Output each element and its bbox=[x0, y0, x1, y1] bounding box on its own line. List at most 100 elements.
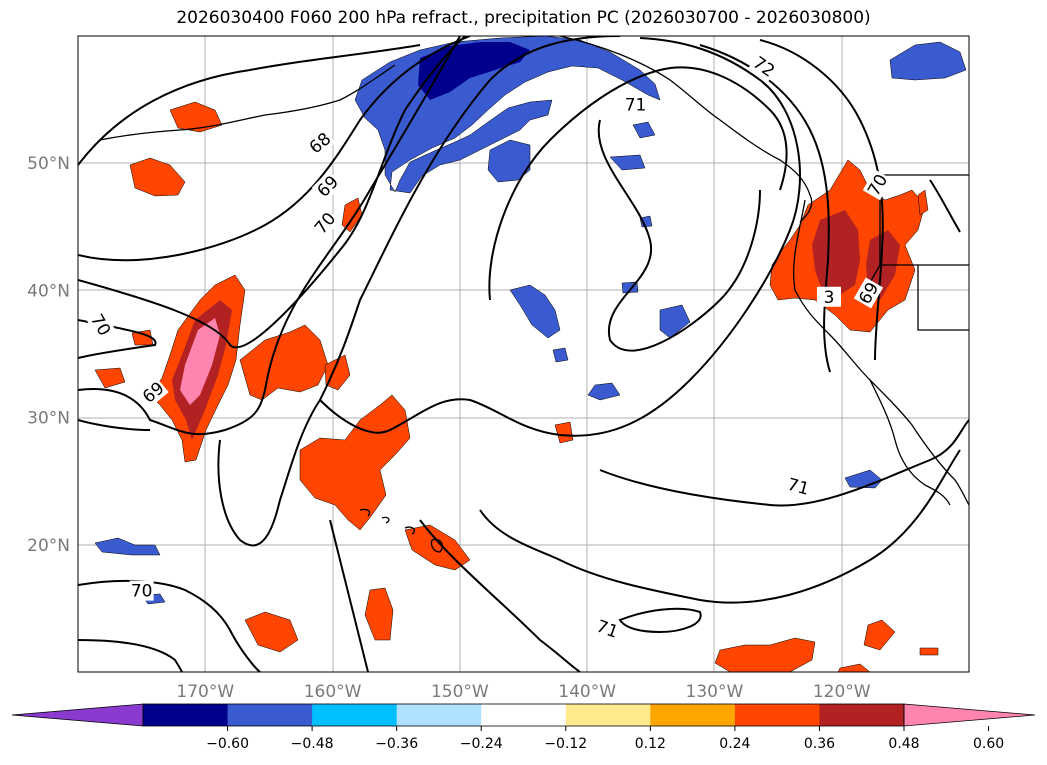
colorbar-tick-label: 0.48 bbox=[888, 736, 919, 752]
contour-label-bg bbox=[129, 580, 154, 601]
contour-label-bg bbox=[304, 127, 336, 159]
alaska-coast bbox=[559, 36, 813, 223]
colorbar-tick-label: 0.60 bbox=[973, 736, 1004, 752]
colorbar-tick-label: 0.12 bbox=[635, 736, 666, 752]
precip-region-east-south-2 bbox=[837, 663, 871, 672]
colorbar-tick-label: −0.12 bbox=[544, 736, 587, 752]
precip-region-mid-blue-6 bbox=[639, 215, 653, 228]
contour-label: 71 bbox=[625, 96, 647, 116]
lon-tick-label: 150°W bbox=[431, 682, 489, 702]
aleutian-islands bbox=[99, 64, 396, 141]
colorbar-tick-label: 0.24 bbox=[719, 736, 750, 752]
contour-line bbox=[329, 519, 369, 672]
precip-region-mid-blue-2 bbox=[659, 304, 691, 339]
precip-region-aleutian bbox=[129, 157, 186, 197]
contour-line bbox=[419, 519, 581, 672]
map-title: 2026030400 F060 200 hPa refract., precip… bbox=[176, 8, 871, 28]
contour-line bbox=[78, 579, 261, 672]
contour-label-bg bbox=[853, 277, 884, 309]
lon-tick-label: 170°W bbox=[176, 682, 234, 702]
colorbar-segment bbox=[819, 704, 905, 726]
colorbar-segment bbox=[734, 704, 820, 726]
precip-region-small-2 bbox=[554, 421, 574, 444]
contour-line bbox=[78, 36, 461, 436]
precip-region-hawaii-blue bbox=[94, 537, 161, 556]
colorbar-tick-labels: −0.60 −0.48 −0.36 −0.24 −0.12 0.12 0.24 0.36 0.4… bbox=[206, 726, 1004, 752]
contour-line bbox=[479, 449, 961, 604]
precip-region-mid-pacific bbox=[239, 324, 329, 401]
latitude-tick-labels: 50°N 40°N 30°N 20°N bbox=[27, 154, 70, 556]
contour-label-bg bbox=[748, 51, 780, 82]
precip-region-small-blue-2 bbox=[632, 121, 656, 139]
lat-tick-label: 50°N bbox=[27, 154, 70, 174]
lon-tick-label: 160°W bbox=[304, 682, 362, 702]
lon-tick-label: 120°W bbox=[813, 682, 871, 702]
precip-region-ne-corner bbox=[889, 41, 967, 81]
contour-label-bg bbox=[86, 309, 116, 341]
contour-line bbox=[319, 37, 801, 437]
contour-line bbox=[78, 44, 421, 166]
precip-region-small-1 bbox=[341, 197, 363, 233]
colorbar-segment bbox=[481, 704, 567, 726]
precip-region-mid-blue-4 bbox=[552, 347, 569, 363]
colorbar bbox=[11, 703, 1036, 727]
colorbar-tick-label: −0.48 bbox=[291, 736, 334, 752]
precip-region-small-4 bbox=[364, 587, 394, 641]
lat-tick-label: 30°N bbox=[27, 409, 70, 429]
contour-line bbox=[78, 36, 471, 262]
north-america-west-coast bbox=[792, 199, 969, 506]
colorbar-extend-high bbox=[903, 703, 1036, 727]
contour-line bbox=[599, 419, 969, 507]
colorbar-segment bbox=[396, 704, 482, 726]
colorbar-segment bbox=[650, 704, 736, 726]
colorbar-tick-label: −0.24 bbox=[460, 736, 503, 752]
colorbar-outline bbox=[142, 703, 905, 727]
baja-california bbox=[869, 379, 951, 506]
longitude-tick-labels: 170°W 160°W 150°W 140°W 130°W 120°W bbox=[176, 682, 870, 702]
precip-region-west-coast-ne bbox=[917, 189, 929, 216]
precip-region-small-3 bbox=[244, 611, 299, 653]
precip-region-east-south-3 bbox=[863, 619, 896, 651]
precip-region-mid-blue bbox=[509, 284, 561, 339]
precip-region-west-coast-core bbox=[812, 210, 860, 295]
contour-label-bg bbox=[137, 376, 169, 408]
contour-label-bg bbox=[862, 169, 893, 201]
colorbar-tick-label: −0.60 bbox=[206, 736, 249, 752]
map-frame bbox=[77, 35, 970, 673]
contour-label-bg bbox=[623, 94, 648, 115]
colorbar-segment bbox=[565, 704, 651, 726]
contour-line bbox=[78, 639, 183, 672]
hawaii-islands bbox=[359, 508, 444, 553]
contour-label-bg bbox=[311, 170, 344, 202]
precip-region-mid-blue-3 bbox=[587, 382, 621, 401]
contour-label-bg bbox=[816, 286, 841, 307]
contour-line bbox=[78, 36, 466, 349]
colorbar-segment bbox=[227, 704, 313, 726]
lon-tick-label: 130°W bbox=[686, 682, 744, 702]
precip-region-east-south bbox=[714, 637, 816, 672]
contour-line bbox=[217, 36, 621, 547]
precip-region-small-5 bbox=[94, 367, 126, 389]
contour-line bbox=[78, 419, 151, 431]
precip-region-mid-pacific-2 bbox=[324, 354, 351, 391]
colorbar-extend-low bbox=[11, 703, 144, 727]
colorbar-segment bbox=[312, 704, 398, 726]
lon-tick-label: 140°W bbox=[558, 682, 616, 702]
contour-label-bg bbox=[592, 615, 623, 643]
refractivity-contours bbox=[78, 36, 969, 672]
contour-label: 3 bbox=[824, 288, 835, 308]
precip-region-small-blue-1 bbox=[609, 154, 646, 171]
contour-line bbox=[488, 66, 788, 301]
colorbar-tick-label: 0.36 bbox=[804, 736, 835, 752]
contour-line bbox=[78, 319, 157, 359]
precip-region-tiny bbox=[919, 647, 939, 656]
precip-region-west-pacific-peak bbox=[180, 318, 220, 405]
contour-line bbox=[597, 119, 761, 352]
colorbar-segment bbox=[143, 704, 229, 726]
contour-line bbox=[618, 607, 702, 634]
precip-region-gulf-2 bbox=[487, 139, 531, 183]
contour-label-bg bbox=[309, 207, 341, 239]
